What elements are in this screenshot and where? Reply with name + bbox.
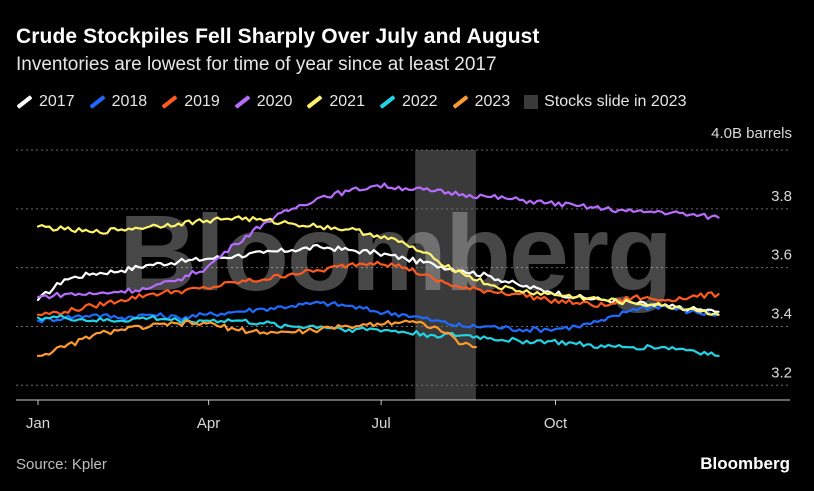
legend-item-2023: 2023 [452, 93, 511, 111]
legend-item-2022: 2022 [379, 93, 438, 111]
watermark-text: Bloomberg [119, 192, 671, 313]
series-line-2022 [36, 314, 720, 357]
y-tick-label: 3.2 [771, 364, 792, 381]
x-tick-label: Jan [26, 415, 50, 432]
y-tick-label: 3.8 [771, 188, 792, 205]
y-tick-label: 3.4 [771, 305, 792, 322]
legend-item-2021: 2021 [306, 93, 365, 111]
legend-item-shaded-period: Stocks slide in 2023 [524, 93, 686, 111]
x-tick-label: Jul [372, 415, 391, 432]
legend-item-2018: 2018 [89, 93, 148, 111]
legend-item-2017: 2017 [16, 93, 75, 111]
legend-item-2020: 2020 [234, 93, 293, 111]
x-tick-label: Apr [197, 415, 220, 432]
legend-swatch-box [524, 95, 539, 109]
y-unit-label: 4.0B barrels [711, 125, 792, 142]
chart-subtitle: Inventories are lowest for time of year … [16, 54, 497, 75]
legend-label: Stocks slide in 2023 [544, 93, 687, 110]
legend-label: 2022 [401, 93, 438, 110]
source-note: Source: Kpler [16, 456, 107, 473]
brand-logo: Bloomberg [700, 454, 790, 473]
legend-item-2019: 2019 [161, 93, 220, 111]
y-tick-label: 3.6 [771, 247, 792, 264]
legend: 2017 2018 2019 2020 2021 2022 2023 Stocks slide… [16, 93, 700, 111]
series-line-2023 [36, 319, 477, 357]
series-line-2020 [36, 182, 720, 300]
chart-title: Crude Stockpiles Fell Sharply Over July … [16, 25, 540, 48]
legend-label: 2020 [256, 93, 293, 110]
series-line-2019 [36, 260, 720, 317]
legend-label: 2021 [329, 93, 365, 110]
x-tick-label: Oct [544, 415, 568, 432]
legend-label: 2017 [39, 93, 75, 110]
legend-label: 2018 [111, 93, 148, 110]
legend-label: 2019 [184, 93, 220, 110]
series-line-2021 [36, 215, 720, 316]
legend-label: 2023 [474, 93, 511, 110]
